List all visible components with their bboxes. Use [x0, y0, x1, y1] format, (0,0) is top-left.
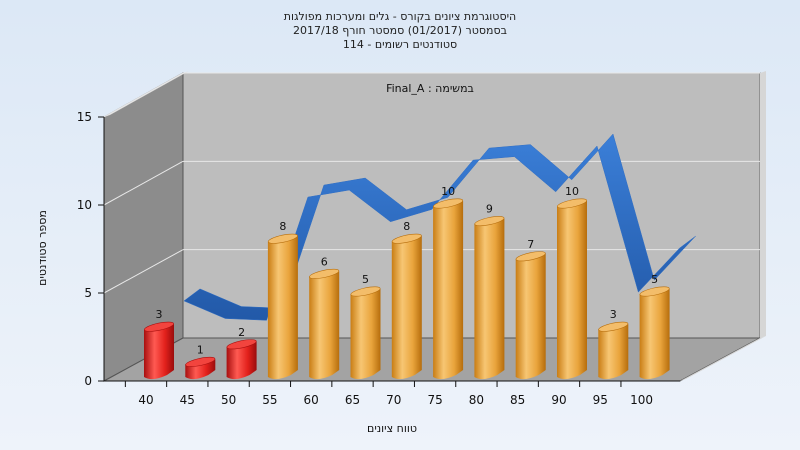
- x-tick-label: 75: [427, 393, 442, 407]
- bar-body: [144, 324, 174, 380]
- bar-body: [226, 341, 257, 380]
- x-tick-label: 45: [180, 393, 195, 407]
- bar-top: [185, 356, 216, 367]
- bar: [515, 251, 546, 380]
- bar: [309, 268, 340, 380]
- bar: [557, 198, 587, 380]
- trend-ribbon: [183, 133, 696, 321]
- bar-top: [515, 251, 546, 262]
- grid-line-side: [103, 160, 184, 206]
- bar-value-label: 10: [565, 185, 579, 198]
- bar: [144, 321, 174, 380]
- bar-body: [515, 253, 546, 380]
- x-tick-label: 90: [551, 393, 566, 407]
- x-tick-label: 100: [630, 393, 653, 407]
- bar-value-label: 3: [610, 308, 617, 321]
- bar-top: [474, 216, 505, 227]
- bar: [267, 233, 298, 380]
- x-tick-label: 65: [345, 393, 360, 407]
- bar-top: [309, 268, 340, 279]
- chart-title-line-3: סטודנטים רשומים - 114: [342, 38, 458, 51]
- bar: [391, 233, 422, 380]
- bar-top: [267, 233, 298, 244]
- bar-value-label: 7: [527, 238, 534, 251]
- x-tick-label: 95: [593, 393, 608, 407]
- x-tick-label: 40: [138, 393, 153, 407]
- bar-top: [144, 321, 174, 332]
- y-tick-label: 10: [77, 198, 92, 212]
- bar-top: [433, 198, 464, 209]
- bar: [474, 216, 505, 380]
- bar-body: [391, 236, 422, 380]
- x-axis-ticks: 40 45 50 55 60 65 70 75 80 85 90 95 100: [124, 381, 653, 407]
- trend-ribbon-band: [183, 133, 696, 321]
- bar-top: [639, 286, 670, 297]
- bar-value-label: 8: [279, 220, 286, 233]
- bar-body: [309, 271, 340, 380]
- x-tick-label: 60: [304, 393, 319, 407]
- bar-body: [639, 289, 670, 380]
- bar-value-label: 2: [238, 326, 245, 339]
- bar: [185, 356, 216, 380]
- bar-top: [350, 286, 381, 297]
- floor-front-edge: [680, 336, 766, 381]
- x-axis-title: טווח ציונים: [367, 422, 417, 435]
- chart-annotation: במשימה : Final_A: [386, 82, 474, 95]
- y-tick-label: 0: [84, 374, 92, 388]
- bar-body: [598, 324, 629, 380]
- y-tick-label: 15: [77, 110, 92, 124]
- bar: [598, 321, 629, 380]
- bar-value-label: 5: [651, 273, 658, 286]
- bar-value-label: 3: [156, 308, 163, 321]
- chart-title-line-2: בסמסטר (01/2017) סמסטר חורף 2017/18: [293, 24, 507, 37]
- x-tick-label: 55: [262, 393, 277, 407]
- bar-body: [474, 218, 505, 380]
- x-tick-label: 70: [386, 393, 401, 407]
- bar: [350, 286, 381, 380]
- bar: [639, 286, 670, 380]
- bar-top: [557, 198, 587, 209]
- x-tick-label: 50: [221, 393, 236, 407]
- bar-body: [267, 236, 298, 380]
- y-axis-ticks: 0 5 10 15: [77, 110, 104, 388]
- bar: [433, 198, 464, 380]
- bar-top: [226, 339, 257, 350]
- bar-body: [350, 289, 381, 380]
- bars: [144, 198, 670, 380]
- bar: [226, 339, 257, 380]
- bar-value-label: 9: [486, 203, 493, 216]
- bar-top: [391, 233, 422, 244]
- x-tick-label: 85: [510, 393, 525, 407]
- bar-top: [598, 321, 629, 332]
- bar-value-label: 10: [441, 185, 455, 198]
- grid-line-side: [103, 72, 184, 118]
- chart-title-line-1: היסטוגרמת ציונים בקורס - גלים ומערכות מפ…: [283, 10, 517, 23]
- y-axis-title: מספר סטודנטים: [36, 210, 49, 286]
- right-frame-edge: [760, 71, 766, 338]
- bar-value-label: 1: [197, 343, 204, 356]
- y-tick-label: 5: [84, 286, 92, 300]
- bar-value-label: 6: [321, 255, 328, 268]
- x-tick-label: 80: [469, 393, 484, 407]
- bar-body: [557, 201, 587, 380]
- bar-body: [433, 201, 464, 380]
- bar-value-label: 5: [362, 273, 369, 286]
- chart-title: היסטוגרמת ציונים בקורס - גלים ומערכות מפ…: [0, 10, 800, 52]
- data-labels: 3 1 2 8 6 5 8 10 9 7 10 3 5: [156, 185, 659, 356]
- bar-value-label: 8: [403, 220, 410, 233]
- grid-line-side: [103, 249, 184, 294]
